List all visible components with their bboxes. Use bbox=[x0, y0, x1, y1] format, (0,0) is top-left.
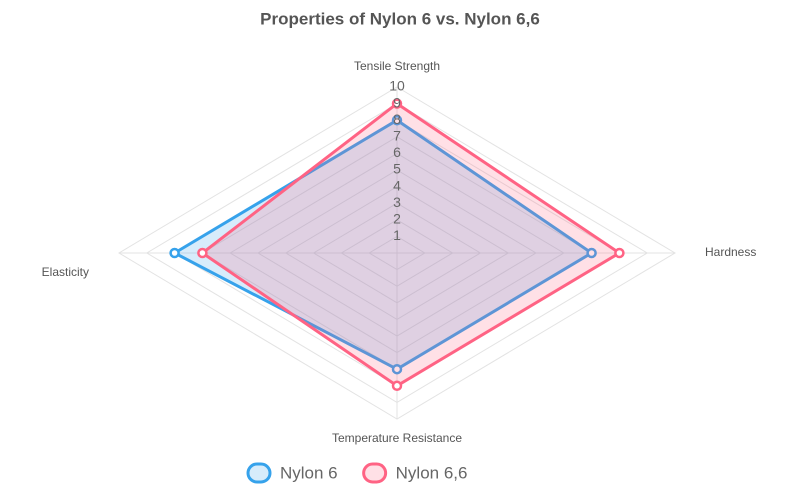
r-tick-label: 6 bbox=[393, 144, 401, 160]
r-tick-label: 10 bbox=[389, 78, 405, 94]
r-tick-label: 9 bbox=[393, 94, 401, 110]
data-point bbox=[391, 380, 403, 392]
axis-label: Temperature Resistance bbox=[332, 431, 462, 445]
r-tick-label: 3 bbox=[393, 194, 401, 210]
axis-label: Elasticity bbox=[42, 265, 89, 279]
data-point bbox=[391, 363, 403, 375]
data-point bbox=[586, 247, 597, 259]
chart-title: Properties of Nylon 6 vs. Nylon 6,6 bbox=[260, 9, 540, 28]
r-tick-label: 7 bbox=[393, 128, 401, 144]
series-area bbox=[199, 101, 623, 388]
r-tick-label: 4 bbox=[393, 177, 401, 193]
r-tick-label: 5 bbox=[393, 161, 401, 177]
data-point bbox=[169, 247, 180, 259]
data-point bbox=[197, 247, 208, 259]
legend-label: Nylon 6 bbox=[280, 463, 338, 482]
axis-label: Hardness bbox=[705, 245, 756, 259]
axis-label: Tensile Strength bbox=[354, 59, 440, 73]
legend-label: Nylon 6,6 bbox=[396, 463, 468, 482]
r-tick-label: 1 bbox=[393, 227, 401, 243]
legend-swatch[interactable] bbox=[246, 462, 272, 484]
legend-swatch[interactable] bbox=[362, 462, 388, 484]
r-tick-label: 8 bbox=[393, 111, 401, 127]
data-point bbox=[391, 98, 403, 109]
data-point bbox=[614, 247, 625, 259]
data-point bbox=[391, 114, 403, 126]
r-tick-label: 2 bbox=[393, 211, 401, 227]
